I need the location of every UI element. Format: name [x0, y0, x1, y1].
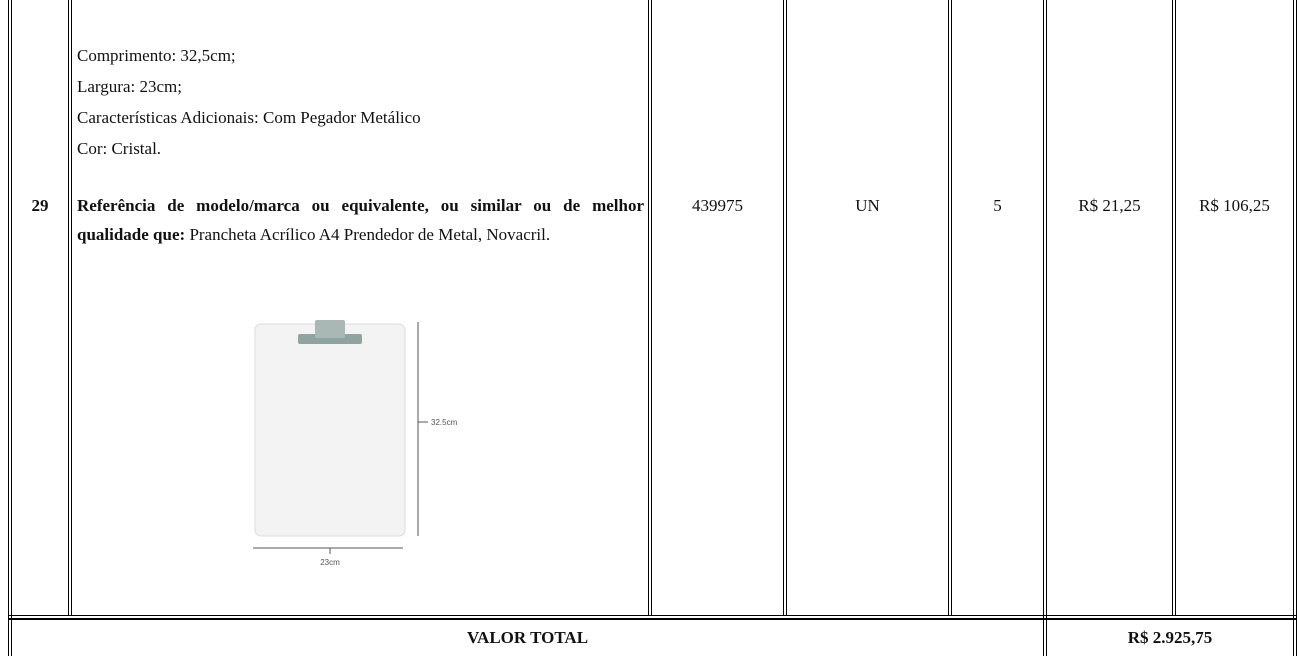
border: [648, 0, 652, 616]
total-price: R$ 106,25: [1199, 196, 1270, 215]
border: [1293, 0, 1297, 656]
border: [68, 0, 72, 616]
desc-line: Características Adicionais: Com Pegador …: [77, 108, 421, 127]
description: Comprimento: 32,5cm; Largura: 23cm; Cara…: [77, 40, 644, 249]
code: 439975: [692, 196, 743, 215]
clip: [315, 320, 345, 338]
desc-line: Cor: Cristal.: [77, 139, 162, 158]
clipboard: [254, 323, 406, 537]
quantity: 5: [993, 196, 1002, 215]
clip: [298, 334, 362, 344]
border: [8, 619, 1297, 621]
height-label: 32.5cm: [431, 418, 458, 427]
desc-line: Largura: 23cm;: [77, 77, 182, 96]
border: [948, 0, 952, 616]
reference: Referência de modelo/marca ou equivalent…: [77, 191, 644, 249]
total-label: VALOR TOTAL: [466, 628, 589, 647]
unit: UN: [855, 196, 880, 215]
border: [8, 0, 12, 656]
border: [8, 615, 1297, 619]
total-value: R$ 2.925,75: [1127, 628, 1213, 647]
border: [1172, 0, 1176, 616]
width-label: 23cm: [320, 558, 340, 567]
desc-line: Comprimento: 32,5cm;: [77, 46, 236, 65]
product-image: 32.5cm 23cm: [253, 320, 458, 567]
border: [783, 0, 787, 616]
unit-price: R$ 21,25: [1078, 196, 1141, 215]
item-number: 29: [31, 196, 49, 215]
border: [1043, 0, 1047, 656]
reference-label: Referência de modelo/marca ou equivalent…: [77, 196, 644, 244]
reference-text: Prancheta Acrílico A4 Prendedor de Metal…: [189, 225, 551, 244]
